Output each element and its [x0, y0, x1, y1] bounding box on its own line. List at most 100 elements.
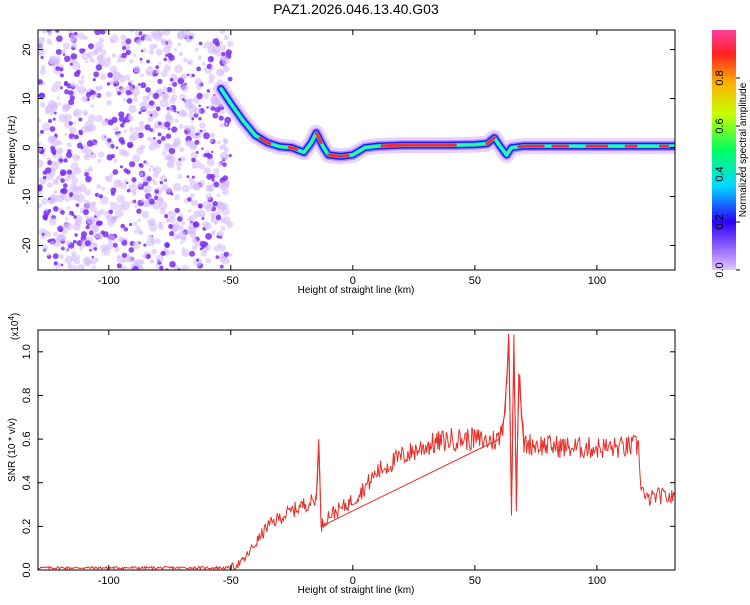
noise-dot — [174, 194, 180, 201]
noise-dot — [186, 175, 190, 179]
noise-dot — [209, 96, 219, 105]
noise-dot — [133, 65, 141, 73]
noise-dot — [217, 243, 222, 248]
noise-dot — [121, 252, 127, 258]
noise-dot — [212, 201, 218, 207]
noise-dot — [44, 105, 52, 113]
noise-dot — [115, 146, 119, 149]
noise-dot — [55, 179, 59, 183]
noise-dot — [64, 222, 73, 231]
noise-dot — [78, 129, 83, 134]
noise-dot — [47, 182, 53, 188]
noise-dot — [166, 86, 173, 93]
noise-dot — [127, 256, 134, 263]
noise-dot — [92, 232, 99, 239]
noise-dot — [42, 170, 48, 175]
noise-dot — [137, 182, 143, 187]
noise-dot — [62, 53, 66, 56]
noise-dot — [190, 199, 198, 207]
noise-dot — [205, 258, 211, 264]
noise-dot — [160, 39, 164, 43]
noise-dot — [45, 218, 48, 221]
noise-dot — [220, 217, 226, 224]
noise-dot — [202, 45, 206, 49]
noise-dot — [161, 150, 167, 156]
noise-dot — [84, 172, 89, 177]
noise-dot — [111, 53, 117, 59]
noise-dot — [84, 240, 91, 247]
noise-dot — [52, 206, 59, 212]
noise-dot — [204, 222, 212, 230]
ridge-peak — [287, 145, 299, 151]
noise-dot — [73, 121, 77, 125]
noise-dot — [69, 126, 77, 134]
noise-dot — [176, 234, 181, 240]
noise-dot — [48, 59, 53, 64]
noise-dot — [134, 204, 138, 208]
noise-dot — [155, 69, 160, 74]
noise-dot — [191, 73, 195, 78]
noise-dot — [92, 224, 100, 233]
noise-dot — [111, 116, 118, 124]
noise-dot — [38, 142, 42, 146]
noise-dot — [172, 81, 178, 87]
noise-dot — [61, 187, 68, 194]
noise-dot — [199, 122, 206, 129]
noise-dot — [191, 175, 195, 179]
noise-dot — [61, 48, 66, 54]
noise-dot — [53, 58, 61, 66]
noise-dot — [113, 179, 122, 188]
noise-dot — [72, 239, 77, 244]
noise-dot — [125, 181, 129, 185]
noise-dot — [201, 245, 205, 249]
noise-dot — [168, 210, 176, 219]
noise-dot — [118, 148, 126, 156]
noise-dot — [210, 230, 216, 236]
noise-dot — [188, 209, 192, 213]
noise-dot — [189, 250, 196, 257]
spectrogram-frame — [37, 29, 676, 271]
noise-dot — [199, 240, 207, 248]
noise-dot — [38, 79, 43, 85]
noise-dot — [138, 125, 145, 132]
noise-dot — [202, 200, 212, 210]
noise-dot — [132, 154, 141, 163]
noise-dot — [150, 237, 157, 244]
noise-dot — [199, 129, 203, 133]
noise-dot — [182, 57, 188, 63]
noise-dot — [64, 248, 69, 253]
noise-dot — [85, 60, 89, 64]
noise-dot — [78, 184, 87, 193]
noise-dot — [73, 184, 78, 189]
y-tick-label: 0.4 — [21, 475, 33, 490]
noise-dot — [82, 209, 89, 216]
noise-dot — [191, 244, 198, 251]
noise-dot — [228, 253, 233, 257]
noise-dot — [68, 121, 73, 126]
spectrogram-y-label: Frequency (Hz) — [7, 116, 18, 185]
noise-dot — [149, 43, 156, 50]
y-tick-label: 0.6 — [21, 431, 33, 446]
noise-dot — [105, 216, 109, 220]
noise-dot — [105, 175, 113, 183]
noise-dot — [94, 30, 102, 36]
noise-dot — [116, 195, 126, 204]
noise-dot — [73, 134, 79, 140]
noise-dot — [145, 161, 150, 166]
noise-dot — [55, 49, 62, 55]
chart-title: PAZ1.2026.046.13.40.G03 — [273, 1, 439, 17]
noise-dot — [191, 117, 195, 121]
noise-dot — [202, 128, 207, 133]
noise-dot — [221, 188, 229, 196]
noise-dot — [100, 30, 106, 35]
snr-spike-line — [315, 334, 525, 528]
noise-dot — [142, 181, 148, 187]
noise-dot — [68, 90, 74, 96]
noise-dot — [151, 31, 155, 35]
noise-dot — [38, 133, 41, 137]
y-tick-label: 1.0 — [21, 344, 33, 359]
noise-dot — [61, 228, 68, 235]
noise-dot — [58, 102, 62, 106]
noise-dot — [205, 193, 213, 200]
colorbar-label: Normalized spectral amplitude — [738, 82, 749, 217]
